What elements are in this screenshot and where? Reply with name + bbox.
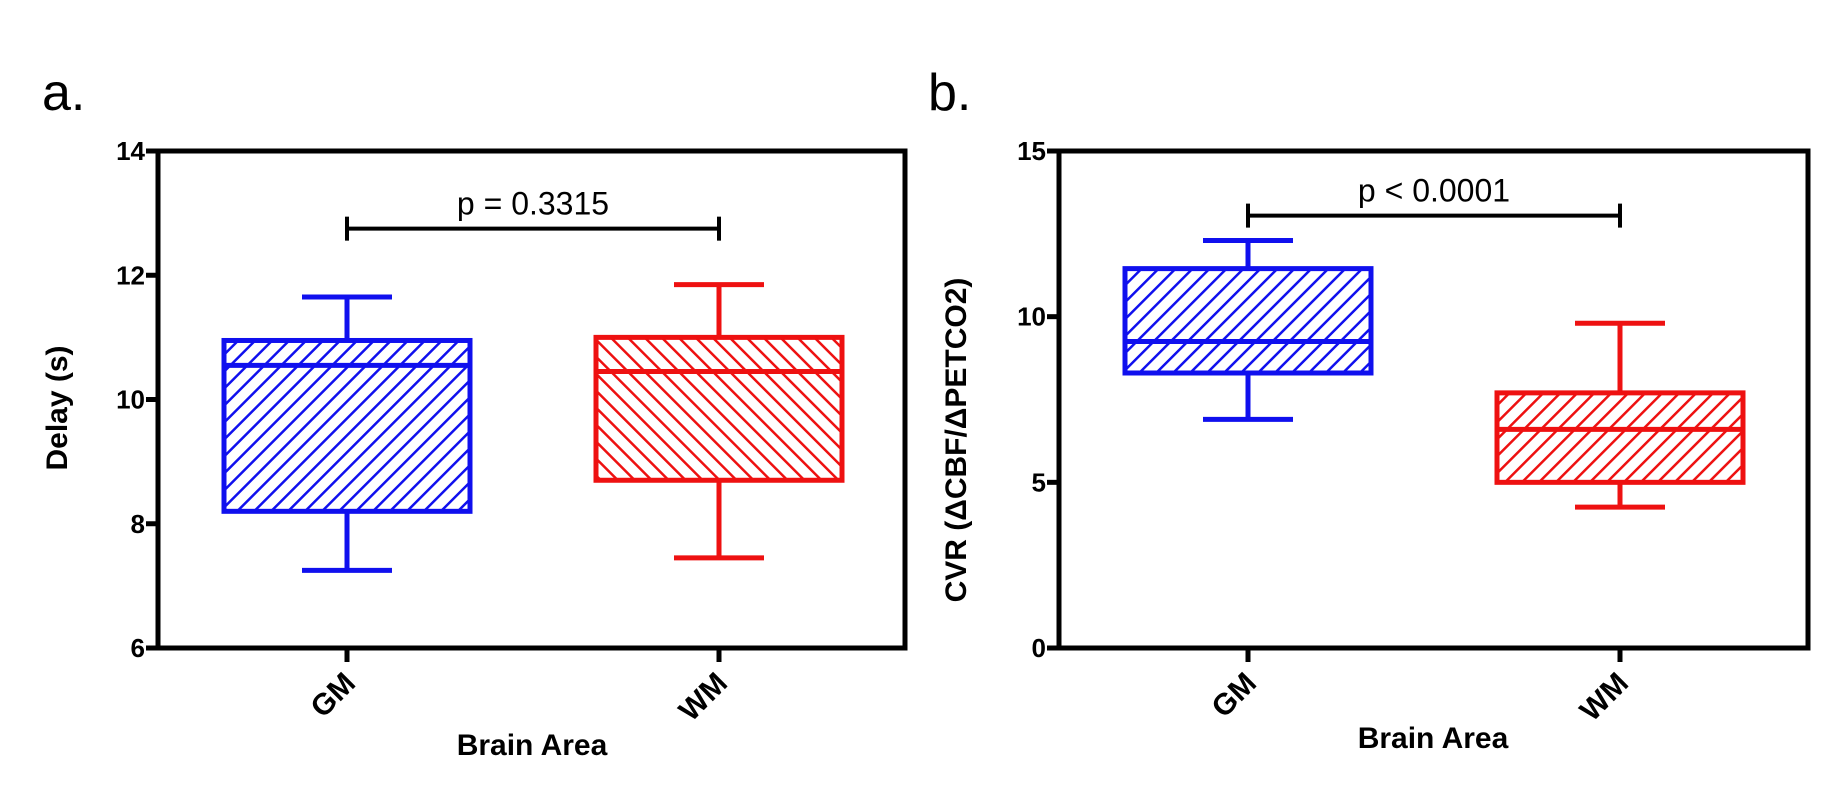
x-tick-label-gm: GM [1205,667,1263,725]
panel-label-a: a. [42,64,85,122]
p-value-label: p = 0.3315 [457,186,609,222]
y-axis-title-b: CVR (ΔCBF/ΔPETCO2) [940,278,973,603]
panel-b: b. 0 5 10 15 GM WM p < 0.0001 CVR (ΔCBF/ΔPETCO… [928,64,1811,755]
box-gm [1122,237,1374,422]
iqr-box [1494,390,1746,485]
p-value-label: p < 0.0001 [1358,173,1510,209]
plot-a: 6 8 10 12 14 GM WM p = 0.3315 [116,136,908,728]
y-tick-label: 10 [1017,302,1046,332]
box-wm [593,282,845,561]
y-tick-label: 5 [1032,467,1046,497]
y-tick-label: 8 [131,509,145,539]
box-gm [221,294,473,573]
y-tick-label: 12 [116,260,145,290]
y-tick-label: 14 [116,136,145,166]
panel-label-b: b. [928,64,971,122]
y-tick-label: 10 [116,385,145,415]
box-wm [1494,320,1746,510]
y-tick-label: 6 [131,633,145,663]
plot-b: 0 5 10 15 GM WM p < 0.0001 [1017,136,1811,728]
y-axis-title-a: Delay (s) [41,345,74,470]
x-tick-label-wm: WM [673,667,734,728]
y-tick-label: 15 [1017,136,1046,166]
iqr-box [221,337,473,514]
iqr-box [1122,266,1374,376]
iqr-box [593,334,845,483]
x-axis-title-b: Brain Area [1358,722,1509,755]
plot-frame [1056,148,1811,651]
panel-a: a. 6 8 10 12 14 GM WM p = 0.3315 Delay (s) Brai… [41,64,908,762]
x-tick-label-gm: GM [304,667,362,725]
x-axis-title-a: Brain Area [457,729,608,762]
y-tick-label: 0 [1032,633,1046,663]
x-tick-label-wm: WM [1574,667,1635,728]
